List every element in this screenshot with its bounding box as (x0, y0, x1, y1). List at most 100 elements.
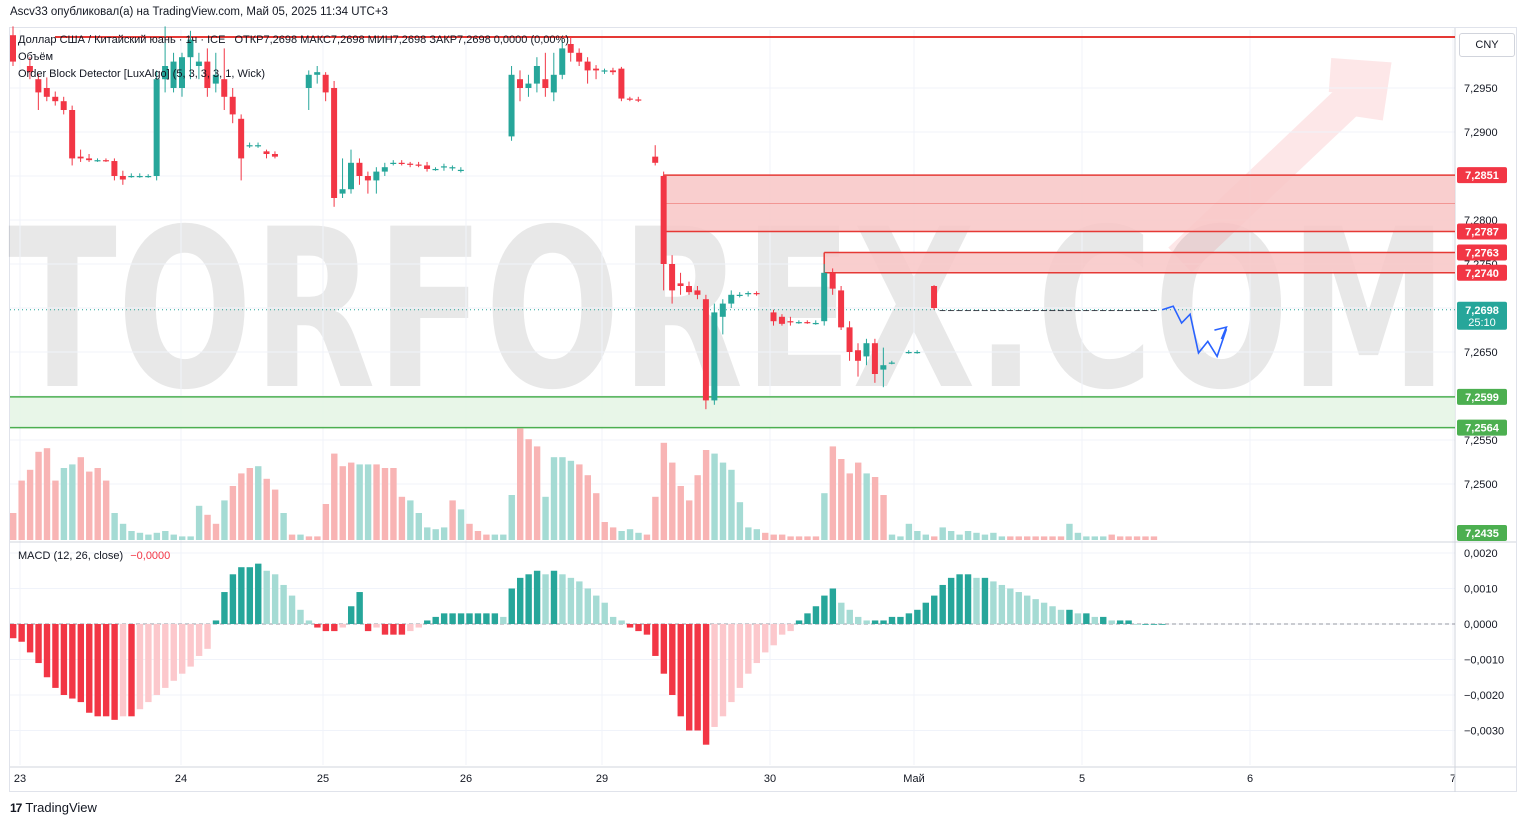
indicator-legend[interactable]: Order Block Detector [LuxAlgo] (5, 3, 3,… (18, 68, 265, 80)
volume-bar (1091, 536, 1098, 540)
candle-body (339, 189, 346, 194)
price-axis-label (1457, 244, 1507, 261)
candle-body (626, 98, 633, 100)
candle-body (179, 57, 185, 88)
macd-bar (195, 624, 203, 656)
volume-bar (1040, 536, 1048, 540)
volume-bar (339, 466, 346, 540)
volume-bar (381, 468, 389, 540)
macd-bar (229, 574, 237, 624)
projection-arrow-icon (1214, 325, 1228, 340)
macd-bar (998, 584, 1006, 624)
candle-body (812, 322, 819, 325)
macd-bar (1066, 609, 1073, 624)
macd-y-tick-label: 0,0010 (1464, 584, 1498, 596)
volume-bar (525, 439, 532, 540)
volume-bar (753, 529, 760, 540)
publisher-header: Ascv33 опубликовал(а) на TradingView.com… (10, 6, 388, 18)
macd-bar (1116, 620, 1124, 624)
volume-bar (483, 534, 490, 540)
candle-body (128, 176, 135, 178)
volume-bar (576, 464, 583, 540)
volume-bar (669, 462, 676, 540)
volume-bar (1024, 536, 1031, 540)
macd-bar (686, 624, 693, 731)
volume-bar (947, 531, 955, 540)
volume-bar (373, 464, 380, 540)
candle-body (711, 312, 718, 401)
symbol-name[interactable]: Доллар США / Китайский юань · 1ч · ICE (18, 34, 226, 46)
volume-bar (297, 534, 304, 540)
candle-body (533, 66, 540, 84)
macd-bar (871, 620, 879, 624)
macd-bar (271, 574, 279, 624)
volume-bar (1142, 536, 1149, 540)
candle-body (43, 88, 50, 97)
candle-body (576, 52, 583, 62)
volume-bar (440, 527, 448, 540)
volume-bar (491, 534, 499, 540)
volume-bar (119, 523, 127, 540)
macd-bar (533, 570, 541, 624)
volume-bar (86, 471, 93, 540)
candle-body (525, 83, 532, 88)
macd-bar (863, 620, 870, 624)
candle-body (753, 293, 760, 295)
candle-body (770, 312, 777, 322)
volume-bar (500, 534, 507, 540)
macd-bar (576, 581, 583, 624)
candle-body (686, 286, 692, 293)
volume-bar (94, 468, 101, 540)
price-axis-label-text: 7,2787 (1465, 226, 1499, 238)
candle-body (305, 74, 312, 88)
candle-body (187, 39, 194, 58)
candle-body (855, 350, 861, 361)
macd-bar (348, 606, 355, 624)
macd-legend[interactable]: MACD (12, 26, close) −0,0000 (18, 550, 170, 562)
price-axis-label (1457, 223, 1507, 240)
macd-bar (491, 613, 499, 624)
macd-bar (1024, 595, 1031, 624)
macd-bar (1100, 616, 1107, 624)
volume-bar (652, 496, 659, 540)
volume-bar (1015, 536, 1022, 540)
macd-bar (728, 624, 735, 703)
macd-y-tick-label: −0,0030 (1464, 726, 1504, 738)
macd-bar (390, 624, 397, 635)
y-tick-label: 7,2950 (1464, 83, 1498, 95)
volume-bar (593, 493, 600, 540)
candle-body (677, 283, 684, 286)
volume-bar (973, 532, 980, 540)
macd-bar (297, 609, 304, 624)
candle-body (69, 110, 76, 159)
footer-brand[interactable]: 17 TradingView (10, 800, 97, 815)
currency-button[interactable]: CNY (1459, 33, 1515, 57)
volume-bar (871, 477, 879, 540)
volume-bar (204, 514, 211, 540)
candle-body (390, 162, 397, 164)
volume-bar (677, 486, 684, 540)
volume-bar (390, 468, 397, 540)
macd-bar (702, 624, 710, 745)
volume-bar (1074, 532, 1082, 540)
candle-body (170, 61, 177, 88)
macd-label: MACD (12, 26, close) (18, 550, 124, 562)
macd-bar (136, 624, 144, 710)
volume-bar (914, 531, 921, 540)
candle-body (322, 74, 329, 93)
volume-legend[interactable]: Объём (18, 51, 53, 63)
x-tick-label: 29 (596, 773, 608, 785)
volume-bar (26, 469, 34, 540)
candle-body (415, 164, 422, 166)
macd-bar (94, 624, 101, 717)
candle-body (356, 162, 363, 176)
candle-body (863, 343, 870, 357)
price-axis-label (1457, 167, 1507, 184)
candle-body (846, 327, 853, 352)
volume-bar (238, 473, 245, 540)
macd-bar (947, 577, 955, 624)
volume-bar (170, 534, 177, 540)
volume-bar (660, 442, 668, 540)
volume-bar (136, 532, 144, 540)
